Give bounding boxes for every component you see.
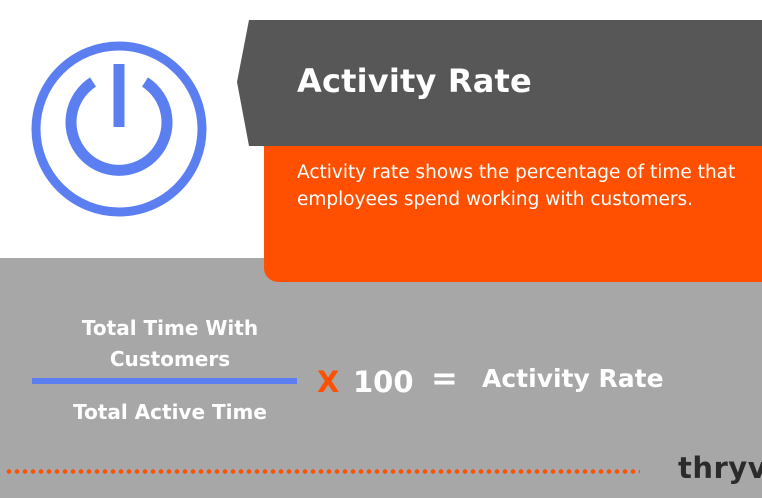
equals-symbol: = <box>431 359 458 397</box>
formula-result: Activity Rate <box>482 364 664 393</box>
multiplier-value: 100 <box>353 365 414 399</box>
description-text: Activity rate shows the percentage of ti… <box>297 162 736 210</box>
description-box <box>264 146 762 282</box>
fraction-bar <box>32 378 297 384</box>
formula-denominator: Total Active Time <box>73 400 267 424</box>
power-icon <box>31 41 207 217</box>
page-title: Activity Rate <box>297 62 532 100</box>
multiply-symbol: X <box>317 365 340 399</box>
dotted-divider <box>5 469 640 474</box>
formula-numerator: Total Time With Customers <box>81 316 259 371</box>
title-banner <box>237 20 762 146</box>
brand-logo: thryv <box>678 451 762 485</box>
